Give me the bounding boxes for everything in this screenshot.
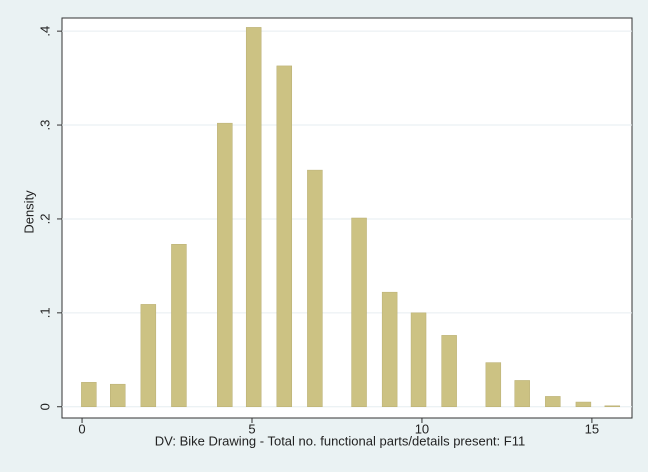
bar bbox=[441, 335, 457, 407]
bar bbox=[140, 304, 157, 407]
x-tick-label: 0 bbox=[78, 421, 85, 436]
bar bbox=[245, 27, 262, 407]
bar bbox=[171, 244, 187, 407]
bar bbox=[351, 217, 367, 407]
bar bbox=[307, 169, 323, 407]
y-tick-label: .2 bbox=[37, 214, 52, 225]
bar bbox=[81, 382, 97, 407]
plot-area bbox=[61, 17, 633, 419]
bar bbox=[410, 312, 427, 407]
bar bbox=[381, 291, 398, 407]
bar bbox=[110, 383, 126, 407]
x-tick-label: 10 bbox=[415, 421, 429, 436]
y-tick-label: .4 bbox=[37, 26, 52, 37]
bar bbox=[514, 380, 530, 407]
y-tick-label: 0 bbox=[37, 403, 52, 410]
x-axis-title: DV: Bike Drawing - Total no. functional … bbox=[155, 433, 525, 448]
x-tick-label: 15 bbox=[585, 421, 599, 436]
bar bbox=[485, 362, 502, 407]
bar bbox=[276, 65, 293, 407]
bar bbox=[217, 122, 233, 407]
bar bbox=[545, 396, 561, 407]
y-tick-label: .1 bbox=[37, 307, 52, 318]
x-tick-label: 5 bbox=[248, 421, 255, 436]
y-tick-label: .3 bbox=[37, 120, 52, 131]
bar bbox=[604, 405, 621, 407]
y-axis-title: Density bbox=[21, 190, 36, 234]
bar bbox=[575, 401, 592, 407]
